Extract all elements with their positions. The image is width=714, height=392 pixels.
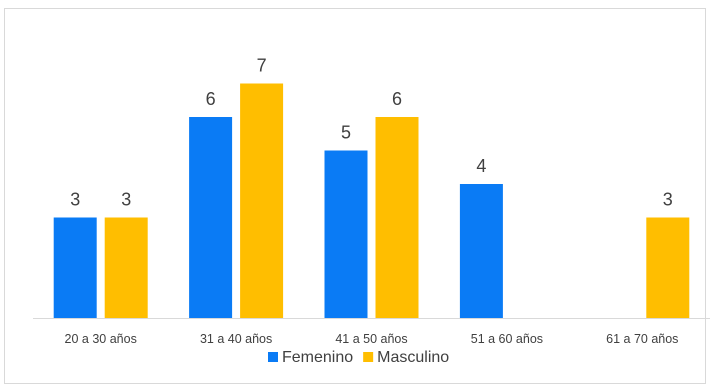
data-label-femenino-1: 3	[70, 190, 80, 210]
bar-masculino-2	[240, 83, 284, 318]
x-tick-label-3: 41 a 50 años	[335, 332, 407, 346]
bar-femenino-2	[189, 117, 233, 318]
bar-masculino-3	[375, 117, 419, 318]
legend-swatch-femenino	[268, 352, 278, 362]
legend-swatch-masculino	[363, 352, 374, 362]
data-label-femenino-4: 4	[476, 156, 486, 176]
data-label-femenino-2: 6	[206, 89, 216, 109]
x-tick-label-4: 51 a 60 años	[471, 332, 543, 346]
bar-masculino-5	[646, 217, 690, 318]
x-tick-label-5: 61 a 70 años	[606, 332, 678, 346]
bar-femenino-3	[324, 150, 368, 318]
x-tick-label-2: 31 a 40 años	[200, 332, 272, 346]
data-label-masculino-1: 3	[121, 190, 131, 210]
data-label-masculino-5: 3	[663, 190, 673, 210]
data-label-femenino-3: 5	[341, 123, 351, 143]
bar-masculino-1	[104, 217, 148, 318]
bar-femenino-1	[53, 217, 97, 318]
data-label-masculino-2: 7	[257, 56, 267, 76]
bar-femenino-4	[459, 184, 503, 318]
legend-label-femenino: Femenino	[282, 349, 353, 366]
legend-label-masculino: Masculino	[377, 349, 449, 366]
data-label-masculino-3: 6	[392, 89, 402, 109]
x-tick-label-1: 20 a 30 años	[65, 332, 137, 346]
